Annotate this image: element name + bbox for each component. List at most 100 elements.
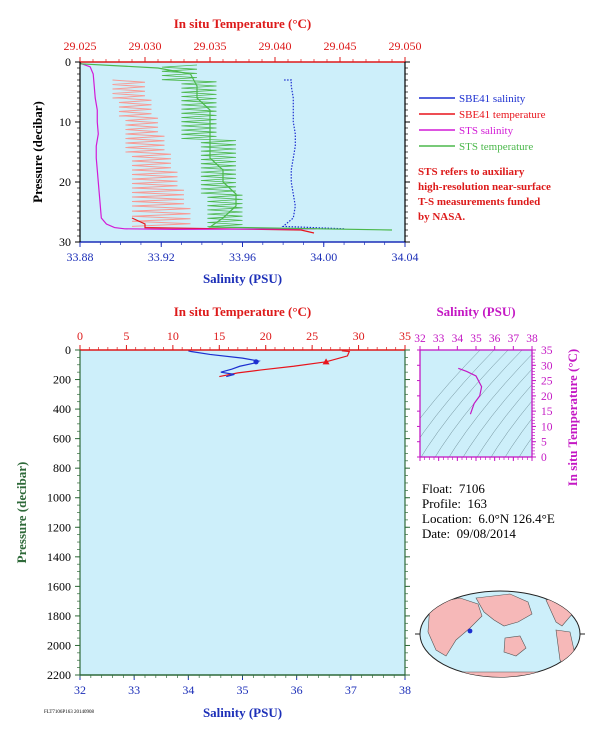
pressure-tick-label: 0 [65, 343, 71, 357]
salinity-tick-label: 34.04 [392, 250, 419, 264]
temperature-tick-label: 0 [77, 329, 83, 343]
plot-background [80, 350, 405, 675]
ts-salinity-tick-label: 34 [452, 333, 464, 345]
isopycnal-line [504, 418, 532, 457]
note-line: by NASA. [418, 211, 465, 223]
pressure-tick-label: 800 [53, 461, 71, 475]
ts-temperature-tick-label: 20 [541, 391, 553, 403]
temperature-tick-label: 29.040 [259, 39, 292, 53]
isopycnal-line [420, 350, 481, 419]
continent-antarctica [439, 671, 561, 677]
salinity-tick-label: 32 [74, 683, 86, 697]
ts-salinity-tick-label: 32 [414, 333, 426, 345]
pressure-tick-label: 20 [59, 175, 71, 189]
pressure-tick-label: 1000 [47, 491, 71, 505]
ts-temperature-tick-label: 5 [541, 437, 547, 449]
legend-label: SBE41 temperature [459, 109, 546, 121]
series-sts-temperature [79, 63, 393, 231]
temperature-tick-label: 29.025 [64, 39, 97, 53]
float-label: Float: [422, 481, 453, 496]
isopycnal-line [476, 384, 532, 457]
bottom-temperature-title: In situ Temperature (°C) [174, 304, 312, 319]
pressure-tick-label: 200 [53, 373, 71, 387]
ts-temperature-title: In situ Temperature (°C) [565, 349, 580, 487]
pressure-tick-label: 2000 [47, 638, 71, 652]
series-sbe41-temperature [131, 217, 315, 234]
ts-temperature-tick-label: 15 [541, 406, 553, 418]
pressure-tick-label: 1200 [47, 520, 71, 534]
pressure-tick-label: 2200 [47, 668, 71, 682]
near-surface-plot: 29.025 29.030 29.035 29.040 29.045 29.050 In s… [30, 16, 422, 286]
sts-temperature-band [161, 64, 243, 228]
ts-temperature-tick-label: 0 [541, 452, 547, 464]
ts-temperature-tick-label: 35 [541, 345, 553, 357]
pressure-tick-label: 30 [59, 235, 71, 249]
isopycnal-line [518, 437, 532, 457]
ts-diagram-plot: 32 33 34 35 36 37 38 Salinity (PSU) 0 5 10 15 20 25 30… [414, 304, 580, 487]
ts-salinity-tick-label: 33 [433, 333, 445, 345]
isopycnal-line [420, 350, 495, 438]
ts-temperature-tick-label: 10 [541, 421, 553, 433]
location-value: 6.0°N 126.4°E [478, 511, 555, 526]
float-info: Float: 7106 Profile: 163 Location: 6.0°N… [422, 481, 555, 541]
marker-salinity [253, 359, 259, 365]
bottom-salinity-title: Salinity (PSU) [203, 705, 282, 720]
temperature-tick-label: 5 [123, 329, 129, 343]
ts-series [458, 367, 483, 415]
salinity-tick-label: 35 [237, 683, 249, 697]
salinity-tick-label: 33.88 [67, 250, 94, 264]
profile-value: 163 [467, 496, 488, 511]
series-temperature [219, 350, 351, 378]
pressure-tick-label: 600 [53, 432, 71, 446]
continent-africa-europe [427, 597, 483, 657]
salinity-tick-label: 34 [182, 683, 194, 697]
ts-salinity-tick-label: 38 [526, 333, 538, 345]
temperature-tick-label: 29.045 [324, 39, 357, 53]
full-profile-plot: 0 5 10 15 20 25 30 35 In situ Temperature (°C) 32… [14, 304, 411, 720]
sbe41-temperature-band [112, 79, 191, 227]
pressure-tick-label: 1400 [47, 550, 71, 564]
ts-temperature-tick-label: 30 [541, 360, 553, 372]
salinity-tick-label: 33 [128, 683, 140, 697]
continent-asia [475, 593, 533, 627]
pressure-tick-label: 400 [53, 402, 71, 416]
note-line: high-resolution near-surface [418, 181, 551, 193]
series-sbe41-salinity [281, 79, 345, 230]
sts-note: STS refers to auxiliary high-resolution n… [418, 166, 551, 223]
temperature-tick-label: 35 [399, 329, 411, 343]
legend: SBE41 salinity SBE41 temperature STS salin… [419, 93, 546, 153]
ts-temperature-tick-label: 25 [541, 376, 553, 388]
ts-salinity-tick-label: 37 [508, 333, 520, 345]
salinity-tick-label: 33.96 [229, 250, 256, 264]
ts-background [420, 350, 532, 457]
salinity-tick-label: 36 [291, 683, 303, 697]
bottom-pressure-title: Pressure (decibar) [14, 462, 29, 564]
location-label: Location: [422, 511, 472, 526]
note-line: STS refers to auxiliary [418, 166, 525, 178]
float-location-marker [467, 628, 473, 634]
note-line: T-S measurements funded [418, 196, 540, 208]
salinity-tick-label: 34.00 [310, 250, 337, 264]
temperature-tick-label: 29.035 [194, 39, 227, 53]
globe-location-map [415, 590, 585, 678]
isopycnal-line [448, 353, 532, 457]
top-temperature-title: In situ Temperature (°C) [174, 16, 312, 31]
legend-label: SBE41 salinity [459, 93, 526, 105]
series-sts-salinity [79, 62, 316, 231]
legend-label: STS salinity [459, 125, 514, 137]
ts-salinity-tick-label: 36 [489, 333, 501, 345]
salinity-tick-label: 38 [399, 683, 411, 697]
pressure-tick-label: 0 [65, 55, 71, 69]
pressure-tick-label: 10 [59, 115, 71, 129]
float-row: Float: 7106 [422, 481, 555, 496]
location-row: Location: 6.0°N 126.4°E [422, 511, 555, 526]
ts-salinity-title: Salinity (PSU) [436, 304, 515, 319]
temperature-tick-label: 20 [260, 329, 272, 343]
isopycnal-line [490, 400, 532, 457]
profile-label: Profile: [422, 496, 461, 511]
salinity-tick-label: 33.92 [148, 250, 175, 264]
marker-temperature [322, 358, 330, 365]
legend-label: STS temperature [459, 141, 533, 153]
footer-id: FLT7106P163 20140908 [44, 710, 94, 715]
